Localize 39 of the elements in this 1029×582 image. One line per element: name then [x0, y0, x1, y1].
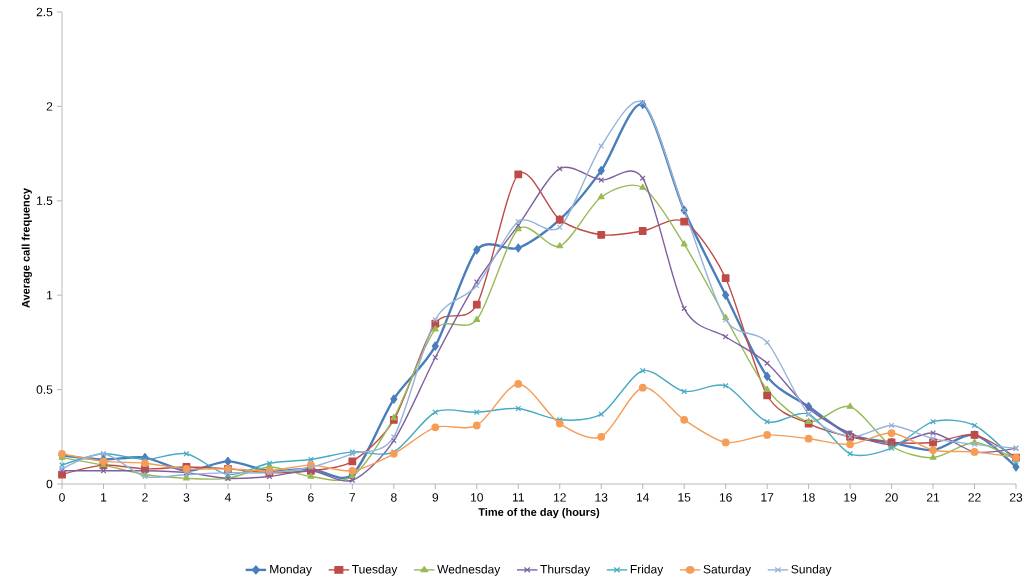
legend-label: Wednesday — [437, 564, 501, 576]
x-tick-label: 15 — [678, 493, 691, 502]
legend-label: Friday — [630, 564, 664, 576]
x-tick-label: 4 — [224, 493, 231, 502]
y-tick-label: 0.5 — [36, 385, 53, 394]
x-tick-label: 14 — [636, 493, 650, 502]
x-tick-label: 3 — [183, 493, 190, 502]
x-tick-label: 19 — [844, 493, 857, 502]
x-tick-label: 20 — [885, 493, 898, 502]
x-tick-label: 18 — [802, 493, 815, 502]
x-tick-label: 1 — [101, 493, 107, 502]
x-tick-label: 9 — [432, 493, 439, 502]
x-tick-label: 7 — [349, 493, 356, 502]
x-tick-label: 11 — [512, 493, 524, 502]
x-tick-label: 12 — [553, 493, 566, 502]
x-tick-label: 23 — [1009, 493, 1023, 502]
legend-label: Sunday — [791, 564, 832, 576]
x-tick-label: 5 — [266, 493, 273, 502]
x-tick-label: 13 — [595, 493, 608, 502]
x-tick-label: 10 — [471, 493, 483, 502]
x-tick-label: 0 — [59, 493, 65, 502]
x-tick-label: 16 — [719, 493, 732, 502]
y-tick-label: 1.5 — [37, 196, 53, 205]
x-tick-label: 21 — [926, 493, 940, 502]
x-tick-label: 8 — [391, 493, 397, 502]
y-tick-label: 0 — [46, 479, 53, 489]
y-tick-label: 2.5 — [36, 7, 53, 17]
legend-label: Saturday — [703, 564, 752, 576]
x-axis-title: Time of the day (hours) — [478, 507, 600, 519]
y-tick-label: 1 — [47, 291, 53, 300]
legend-label: Monday — [270, 564, 312, 576]
x-tick-label: 2 — [142, 493, 148, 502]
legend-label: Tuesday — [352, 564, 398, 576]
legend-label: Thursday — [540, 564, 591, 576]
x-tick-label: 6 — [308, 493, 314, 502]
y-tick-label: 2 — [46, 102, 53, 111]
x-tick-label: 17 — [761, 493, 774, 502]
x-tick-label: 22 — [968, 493, 981, 502]
y-axis-title: Average call frequency — [21, 188, 32, 308]
